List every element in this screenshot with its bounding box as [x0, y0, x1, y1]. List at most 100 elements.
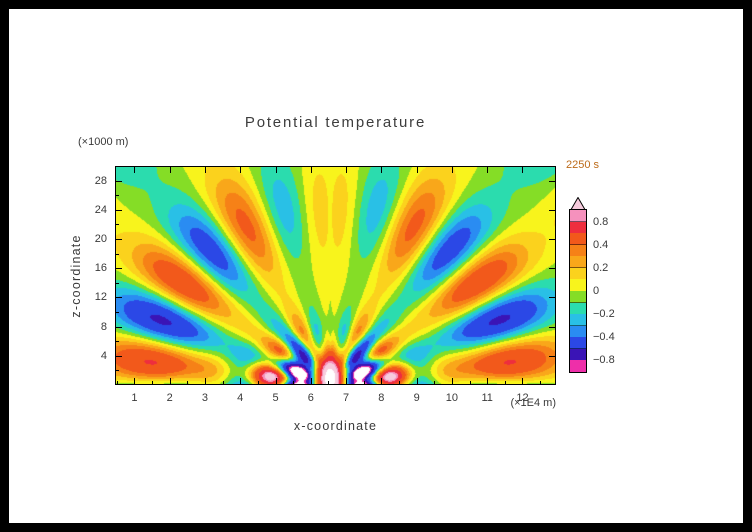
colorbar-segment [570, 233, 586, 246]
y-tick-mark [116, 180, 122, 182]
y-tick-mark [549, 355, 555, 357]
y-tick-label: 28 [94, 174, 107, 187]
x-tick-mark [416, 167, 418, 173]
x-tick-mark [381, 378, 383, 384]
x-tick-mark [451, 167, 453, 173]
x-tick-mark [487, 378, 489, 384]
x-tick-mark [169, 167, 171, 173]
y-minor-tick-mark [116, 253, 119, 255]
colorbar-tick-label: 0.8 [593, 215, 609, 228]
x-minor-tick-mark [540, 381, 542, 384]
y-tick-mark [549, 268, 555, 270]
x-minor-tick-mark [187, 381, 189, 384]
x-minor-tick-mark [504, 381, 506, 384]
x-tick-mark [204, 378, 206, 384]
x-tick-mark [240, 378, 242, 384]
x-tick-label: 1 [131, 392, 138, 404]
x-tick-label: 11 [481, 392, 493, 404]
x-tick-mark [522, 378, 524, 384]
x-tick-mark [416, 378, 418, 384]
y-minor-tick-mark [116, 195, 119, 197]
x-tick-mark [240, 167, 242, 173]
colorbar-segment [570, 302, 586, 315]
x-tick-label: 4 [237, 392, 244, 404]
y-tick-label: 4 [100, 349, 107, 362]
x-tick-label: 8 [378, 392, 385, 404]
x-tick-label: 9 [413, 392, 420, 404]
x-tick-mark [346, 378, 348, 384]
y-tick-mark [116, 326, 122, 328]
x-minor-tick-mark [222, 381, 224, 384]
x-tick-mark [134, 378, 136, 384]
y-tick-mark [549, 209, 555, 211]
y-tick-mark [116, 239, 122, 240]
colorbar-tick-label: −0.2 [593, 308, 615, 321]
x-minor-tick-mark [152, 381, 154, 384]
y-minor-tick-mark [116, 224, 119, 226]
y-tick-mark [116, 268, 122, 270]
x-tick-mark [275, 167, 277, 173]
x-minor-tick-mark [257, 381, 259, 384]
x-minor-tick-mark [363, 381, 365, 384]
colorbar-arrow-icon [570, 197, 586, 211]
page-title: Potential temperature [244, 114, 427, 131]
colorbar-segment [570, 360, 586, 373]
colorbar-tick-label: −0.4 [593, 331, 615, 344]
colorbar-segment [570, 348, 586, 361]
y-tick-label: 20 [94, 233, 107, 245]
y-tick-mark [549, 180, 555, 182]
colorbar-tick-label: 0 [593, 285, 600, 297]
colorbar-segment [570, 314, 586, 327]
colorbar-segment [570, 291, 586, 304]
colorbar-segment [570, 256, 586, 269]
x-minor-tick-mark [293, 381, 295, 384]
y-axis-unit: (×1000 m) [78, 136, 129, 148]
x-tick-mark [204, 167, 206, 173]
y-minor-tick-mark [116, 312, 119, 313]
x-tick-mark [346, 167, 348, 173]
colorbar-tick-label: 0.4 [593, 238, 609, 251]
x-tick-label: 3 [201, 392, 209, 404]
y-tick-mark [549, 239, 555, 240]
x-tick-mark [275, 378, 277, 384]
y-tick-label: 16 [94, 262, 107, 275]
y-axis-label: z-coordinate [69, 234, 83, 318]
colorbar-segment [570, 267, 586, 280]
y-minor-tick-mark [116, 370, 119, 372]
y-minor-tick-mark [116, 282, 119, 284]
x-axis-label: x-coordinate [293, 419, 378, 433]
colorbar-tick-label: −0.8 [593, 354, 615, 367]
x-tick-mark [169, 378, 171, 384]
y-tick-mark [116, 297, 122, 299]
x-tick-mark [522, 167, 524, 173]
colorbar-segment [570, 221, 586, 234]
colorbar-segment [570, 279, 586, 292]
x-tick-label: 7 [343, 392, 350, 404]
x-tick-label: 12 [516, 392, 529, 404]
colorbar-segment [570, 210, 586, 223]
x-tick-mark [134, 167, 136, 173]
y-tick-mark [116, 355, 122, 357]
temperature-field-canvas [116, 167, 555, 384]
x-tick-mark [451, 378, 453, 384]
colorbar-segment [570, 325, 586, 338]
x-minor-tick-mark [399, 381, 400, 384]
y-tick-mark [549, 297, 555, 299]
x-tick-mark [487, 167, 489, 173]
y-tick-label: 12 [94, 291, 107, 304]
y-tick-mark [549, 326, 555, 328]
time-label: 2250 s [566, 159, 600, 171]
x-tick-mark [310, 167, 312, 173]
x-tick-label: 10 [445, 392, 459, 404]
x-tick-label: 5 [272, 392, 279, 404]
y-minor-tick-mark [116, 341, 119, 343]
x-tick-label: 6 [307, 392, 314, 404]
x-minor-tick-mark [434, 381, 436, 384]
y-tick-label: 24 [94, 203, 107, 216]
colorbar-segment [570, 244, 586, 257]
plot-area [115, 166, 556, 385]
x-minor-tick-mark [328, 381, 330, 384]
colorbar-segment [570, 337, 586, 350]
x-minor-tick-mark [116, 381, 118, 384]
